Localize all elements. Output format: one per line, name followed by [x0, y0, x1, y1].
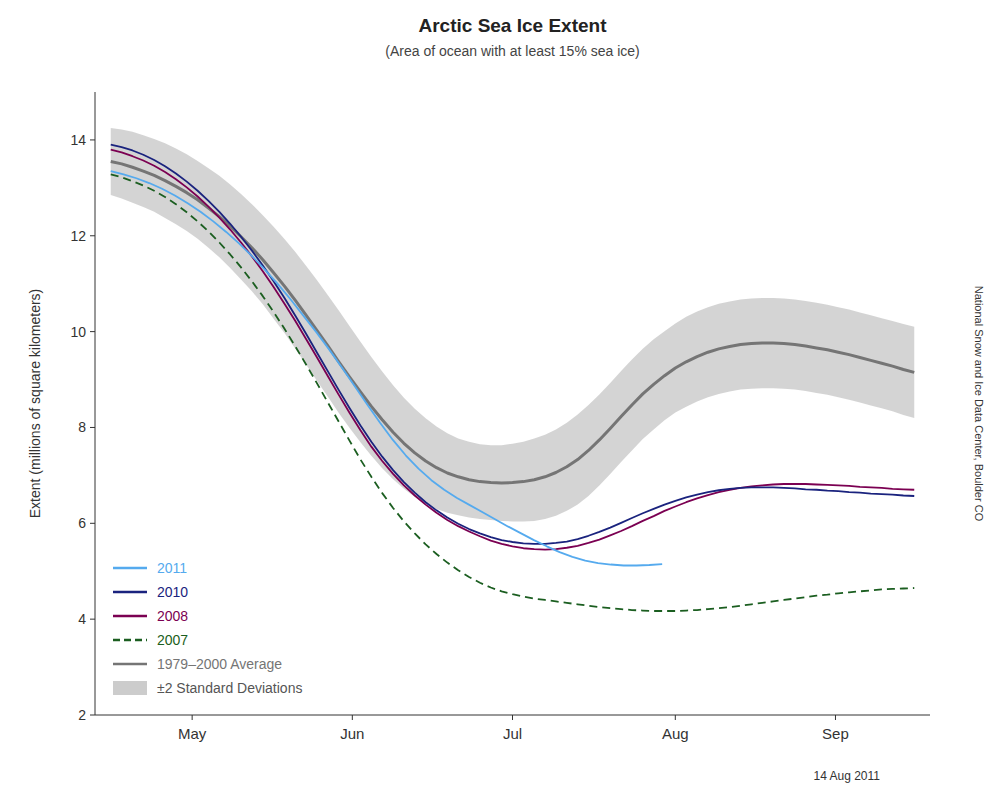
legend-swatch: [113, 681, 147, 695]
y-tick-label: 10: [70, 324, 86, 340]
x-tick: [835, 715, 836, 720]
legend-label: 2007: [157, 632, 188, 648]
y-tick: [90, 619, 95, 620]
chart: Arctic Sea Ice Extent (Area of ocean with…: [0, 0, 1000, 800]
axes: 2 4 6 8 10 12 14 May Jun Jul Aug Sep: [70, 92, 930, 742]
legend-label: 2010: [157, 584, 188, 600]
x-tick-label: Aug: [662, 725, 689, 742]
x-tick-label: May: [178, 725, 207, 742]
y-tick-label: 2: [78, 707, 86, 723]
y-tick-label: 4: [78, 611, 86, 627]
title: Arctic Sea Ice Extent: [419, 15, 608, 36]
series-line: [111, 145, 915, 544]
legend-label: 2008: [157, 608, 188, 624]
y-axis-line: [95, 92, 96, 715]
legend-swatch: [113, 639, 147, 642]
y-tick: [90, 139, 95, 140]
x-tick-label: Jun: [340, 725, 364, 742]
x-tick: [675, 715, 676, 720]
legend: 2011 2010 2008 2007 1979–2000 Average ±2 Stan…: [113, 560, 302, 696]
y-tick: [90, 523, 95, 524]
series-line: [111, 161, 915, 483]
plot-area: [111, 128, 915, 611]
std-band: [111, 128, 915, 521]
y-tick-label: 12: [70, 228, 86, 244]
legend-label: 2011: [157, 560, 187, 576]
y-axis-label: Extent (millions of square kilometers): [27, 289, 43, 519]
legend-swatch: [113, 591, 147, 594]
x-tick: [192, 715, 193, 720]
y-tick-label: 6: [78, 515, 86, 531]
legend-swatch: [113, 615, 147, 618]
series-line: [111, 171, 662, 565]
subtitle: (Area of ocean with at least 15% sea ice…: [385, 43, 639, 59]
legend-swatch: [113, 567, 147, 570]
source-note: National Snow and Ice Data Center, Bould…: [973, 286, 985, 522]
y-tick: [90, 715, 95, 716]
legend-swatch: [113, 663, 147, 666]
legend-label: 1979–2000 Average: [157, 656, 282, 672]
x-tick: [512, 715, 513, 720]
x-tick-label: Jul: [503, 725, 522, 742]
date-note: 14 Aug 2011: [813, 769, 880, 783]
y-tick-label: 8: [78, 419, 86, 435]
y-tick-label: 14: [70, 132, 86, 148]
x-tick: [352, 715, 353, 720]
y-tick: [90, 427, 95, 428]
y-tick: [90, 331, 95, 332]
y-tick: [90, 235, 95, 236]
legend-label: ±2 Standard Deviations: [157, 680, 302, 696]
x-tick-label: Sep: [822, 725, 849, 742]
background: [0, 0, 1000, 800]
series-line: [111, 150, 915, 550]
